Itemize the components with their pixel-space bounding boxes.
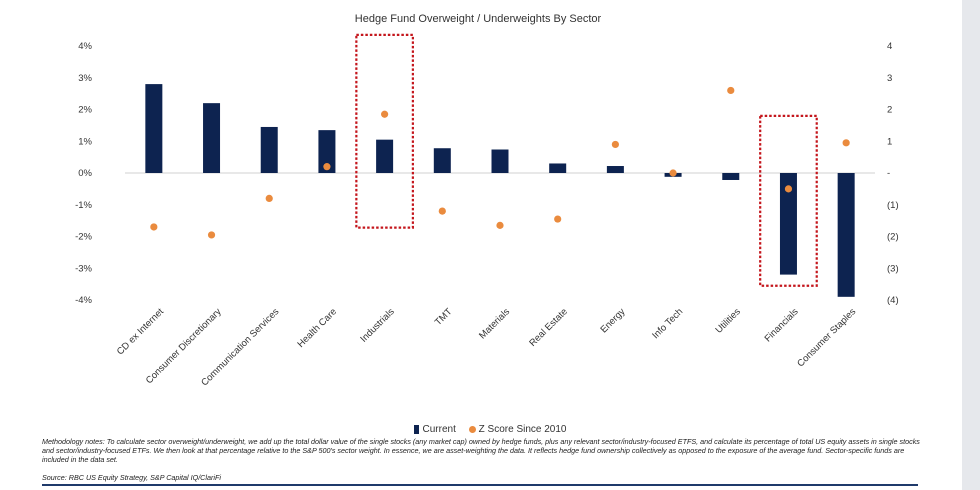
bar	[145, 84, 163, 173]
highlight-box-industrials	[355, 33, 414, 229]
legend: Current Z Score Since 2010	[0, 424, 980, 435]
zscore-point	[323, 163, 331, 171]
category-label: Utilities	[713, 306, 743, 336]
category-label: Info Tech	[650, 306, 685, 341]
zscore-point	[438, 207, 446, 215]
right-axis: 4 3 2 1 - (1) (2) (3) (4)	[887, 41, 899, 306]
right-tick-label: (3)	[887, 263, 899, 274]
bar	[376, 139, 394, 173]
source-note: Source: RBC US Equity Strategy, S&P Capi…	[42, 473, 221, 482]
bar	[837, 173, 855, 297]
left-tick-label: 0%	[78, 168, 92, 179]
zscore-point	[381, 110, 389, 118]
zscore-point	[784, 185, 793, 193]
zscore-point	[669, 169, 677, 177]
bar	[491, 149, 509, 173]
bar-series	[145, 84, 855, 297]
right-tick-label: (1)	[887, 200, 899, 211]
right-tick-label: (2)	[887, 232, 899, 243]
left-tick-label: -1%	[75, 200, 92, 211]
category-label: Industrials	[358, 306, 397, 345]
category-label: TMT	[433, 306, 455, 328]
bar	[606, 166, 624, 173]
bar	[260, 126, 278, 173]
legend-current-label: Current	[422, 424, 456, 435]
left-axis: 4% 3% 2% 1% 0% -1% -2% -3% -4%	[75, 41, 92, 306]
right-tick-label: 4	[887, 41, 892, 52]
zscore-point	[150, 223, 158, 231]
legend-zscore-swatch	[468, 426, 476, 433]
category-label: Real Estate	[527, 306, 570, 349]
chart: Hedge Fund Overweight / Underweights By …	[75, 13, 899, 388]
right-tick-label: (4)	[887, 295, 899, 306]
left-tick-label: -4%	[75, 295, 92, 306]
left-tick-label: 2%	[78, 105, 92, 116]
category-label: Consumer Staples	[795, 306, 858, 369]
right-tick-label: 3	[887, 73, 892, 84]
zscore-point	[207, 231, 216, 239]
category-label: Financials	[763, 306, 801, 344]
right-tick-label: 2	[887, 105, 892, 116]
left-tick-label: 4%	[78, 41, 92, 52]
category-label: Energy	[598, 306, 627, 335]
zscore-point	[727, 86, 735, 95]
left-tick-label: -2%	[75, 232, 92, 243]
highlight-boxes	[355, 33, 818, 287]
legend-zscore-label: Z Score Since 2010	[478, 424, 567, 435]
right-tick-label: 1	[887, 136, 892, 147]
right-edge-band	[962, 0, 980, 490]
category-label: CD ex Internet	[115, 306, 166, 357]
bar	[318, 130, 336, 173]
zscore-point	[265, 194, 273, 202]
zscore-point	[496, 221, 504, 229]
left-tick-label: 3%	[78, 73, 92, 84]
bar	[779, 173, 797, 275]
bar	[203, 103, 221, 173]
bar	[433, 148, 451, 173]
legend-current-swatch	[413, 425, 419, 434]
category-label: Materials	[477, 306, 512, 341]
left-tick-label: 1%	[78, 136, 92, 147]
category-label: Health Care	[295, 306, 339, 350]
zscore-point	[554, 215, 562, 223]
zscore-point	[842, 139, 850, 147]
chart-title: Hedge Fund Overweight / Underweights By …	[355, 13, 602, 25]
bottom-rule	[42, 484, 918, 486]
left-tick-label: -3%	[75, 263, 92, 274]
bar	[722, 173, 740, 180]
zscore-point	[611, 140, 619, 149]
right-tick-label: -	[887, 168, 890, 179]
methodology-notes: Methodology notes: To calculate sector o…	[42, 437, 920, 464]
bar	[549, 163, 567, 173]
zscore-series	[150, 86, 850, 239]
highlight-box-financials	[759, 114, 818, 287]
